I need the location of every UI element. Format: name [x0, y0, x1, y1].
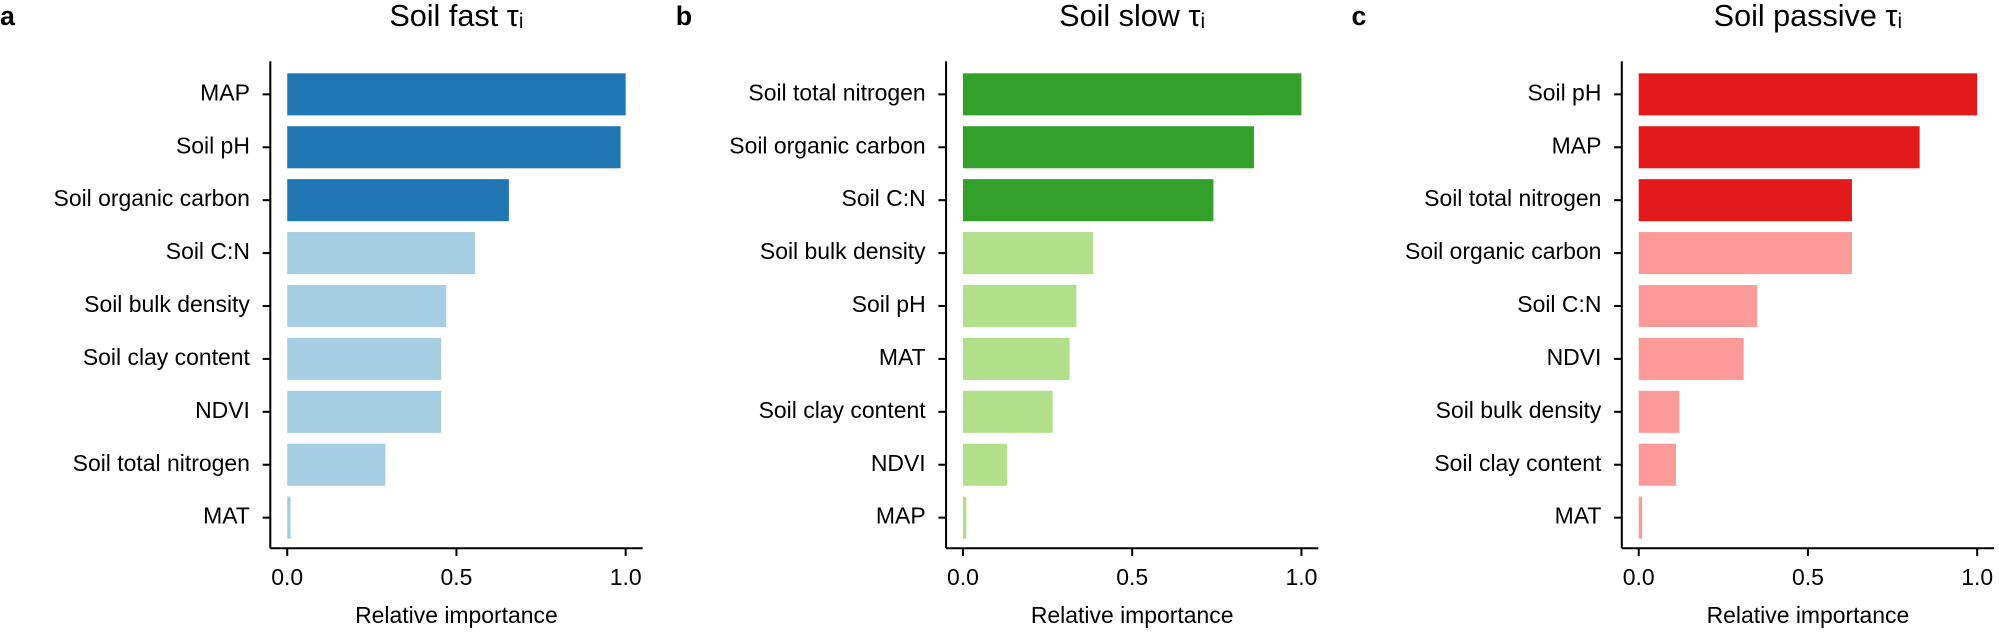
bar [962, 284, 1077, 328]
x-tick-label: 0.0 [271, 564, 303, 590]
y-tick-label: Soil bulk density [760, 238, 926, 264]
x-tick-label: 0.0 [947, 564, 979, 590]
bar [1638, 443, 1676, 486]
y-tick-label: NDVI [871, 450, 926, 476]
bar [962, 443, 1007, 486]
y-tick-label: MAP [200, 79, 250, 105]
chart-title: Soil fast τᵢ [389, 0, 523, 33]
bar [287, 73, 626, 116]
y-tick-label: Soil pH [1527, 79, 1601, 105]
chart-title: Soil passive τᵢ [1714, 0, 1903, 33]
bar [1638, 496, 1643, 539]
y-tick-label: Soil pH [852, 291, 926, 317]
y-tick-label: Soil total nitrogen [748, 79, 925, 105]
bar [287, 126, 621, 169]
bar [1638, 284, 1758, 328]
panel-label: a [0, 1, 16, 31]
bar [1638, 126, 1920, 169]
bar [287, 390, 442, 433]
x-axis-label: Relative importance [1031, 602, 1234, 628]
y-tick-label: Soil organic carbon [1405, 238, 1601, 264]
y-tick-label: NDVI [1547, 344, 1602, 370]
y-tick-label: Soil C:N [842, 185, 926, 211]
x-tick-label: 0.5 [1792, 564, 1824, 590]
bar [287, 496, 291, 539]
y-tick-label: NDVI [195, 397, 250, 423]
y-tick-label: MAP [1552, 132, 1602, 158]
y-tick-label: Soil bulk density [84, 291, 250, 317]
x-tick-label: 1.0 [1961, 564, 1993, 590]
bar [1638, 337, 1744, 380]
bar [1638, 179, 1852, 222]
bar [1638, 232, 1852, 275]
bar [287, 284, 447, 328]
y-tick-label: Soil clay content [759, 397, 927, 423]
panel-label: c [1352, 1, 1367, 31]
x-tick-label: 1.0 [610, 564, 642, 590]
bar [287, 337, 442, 380]
y-tick-label: Soil clay content [83, 344, 251, 370]
bar [287, 232, 476, 275]
y-tick-label: Soil pH [176, 132, 250, 158]
bar [962, 496, 967, 539]
bar [1638, 390, 1680, 433]
y-tick-label: Soil total nitrogen [73, 450, 250, 476]
bar [287, 179, 509, 222]
y-tick-label: MAP [876, 503, 926, 529]
panel-label: b [676, 1, 692, 31]
x-tick-label: 0.5 [1116, 564, 1148, 590]
y-tick-label: MAT [879, 344, 926, 370]
bar [962, 73, 1302, 116]
y-tick-label: MAT [1555, 503, 1602, 529]
bar [962, 126, 1255, 169]
bar [1638, 73, 1978, 116]
y-tick-label: Soil bulk density [1436, 397, 1602, 423]
y-tick-label: MAT [203, 503, 250, 529]
x-axis-label: Relative importance [355, 602, 558, 628]
y-tick-label: Soil organic carbon [729, 132, 925, 158]
bar [962, 390, 1053, 433]
chart-title: Soil slow τᵢ [1059, 0, 1205, 33]
y-tick-label: Soil organic carbon [54, 185, 250, 211]
y-tick-label: Soil total nitrogen [1424, 185, 1601, 211]
x-tick-label: 0.0 [1623, 564, 1655, 590]
y-tick-label: Soil C:N [1517, 291, 1601, 317]
x-tick-label: 1.0 [1285, 564, 1317, 590]
y-tick-label: Soil clay content [1434, 450, 1602, 476]
bar [962, 232, 1094, 275]
y-tick-label: Soil C:N [166, 238, 250, 264]
bar [287, 443, 386, 486]
x-axis-label: Relative importance [1707, 602, 1910, 628]
x-tick-label: 0.5 [441, 564, 473, 590]
bar [962, 337, 1070, 380]
bar [962, 179, 1214, 222]
